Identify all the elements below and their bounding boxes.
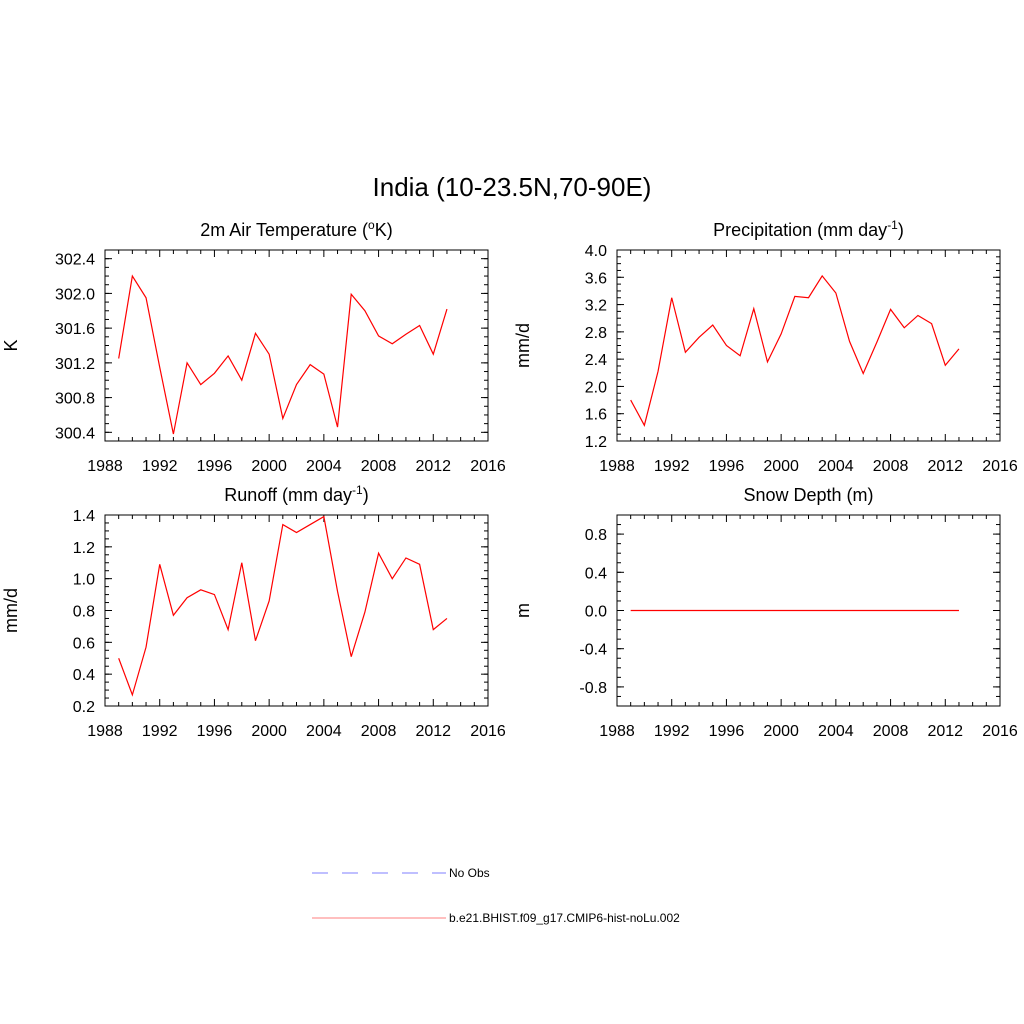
panel-title: Snow Depth (m) [743, 485, 873, 505]
y-tick-label: 302.0 [55, 286, 95, 303]
x-tick-label: 2016 [470, 458, 506, 475]
x-tick-label: 2008 [361, 723, 397, 740]
y-tick-label: 300.8 [55, 391, 95, 408]
x-tick-label: 2012 [415, 458, 451, 475]
y-tick-label: 2.8 [585, 325, 607, 342]
x-tick-label: 2004 [818, 723, 854, 740]
plot-frame [104, 249, 489, 442]
y-tick-label: 302.4 [55, 252, 95, 269]
y-tick-label: 0.8 [585, 527, 607, 544]
snow-depth-panel: Snow Depth (m) m 1988 1992 1996 2000 2004 2008 2… [513, 485, 1018, 740]
x-tick-label: 1992 [654, 458, 690, 475]
series-line [118, 274, 448, 435]
series-line [630, 274, 960, 427]
y-tick-label: 1.2 [585, 434, 607, 451]
y-tick-label: 1.0 [73, 572, 95, 589]
plot-frame [104, 514, 489, 707]
legend: No Obs b.e21.BHIST.f09_g17.CMIP6-hist-no… [312, 866, 680, 925]
x-tick-label: 2004 [818, 458, 854, 475]
y-tick-label: 2.0 [585, 379, 607, 396]
x-tick-label: 2008 [873, 723, 909, 740]
x-tick-label: 2012 [415, 723, 451, 740]
y-tick-label: 3.6 [585, 270, 607, 287]
y-tick-label: -0.4 [579, 642, 607, 659]
y-tick-label: 4.0 [585, 243, 607, 260]
y-tick-label: 1.4 [73, 508, 95, 525]
y-tick-label: 1.2 [73, 540, 95, 557]
x-tick-label: 2000 [251, 723, 287, 740]
x-tick-label: 1996 [709, 723, 745, 740]
panel-title: Runoff (mm day-1) [224, 483, 368, 505]
x-tick-label: 2000 [763, 723, 799, 740]
y-tick-label: 301.6 [55, 321, 95, 338]
runoff-panel: Runoff (mm day-1) mm/d 1988 1992 1996 2000 200… [1, 483, 506, 740]
x-tick-label: 2004 [306, 458, 342, 475]
y-tick-label: 0.0 [585, 604, 607, 621]
y-tick-label: 301.2 [55, 356, 95, 373]
x-tick-label: 1996 [197, 723, 233, 740]
y-axis-label: mm/d [1, 588, 21, 633]
x-tick-label: 2004 [306, 723, 342, 740]
legend-obs-label: No Obs [449, 866, 490, 880]
x-tick-label: 1988 [599, 458, 635, 475]
x-tick-label: 2012 [927, 723, 963, 740]
x-tick-label: 2000 [763, 458, 799, 475]
x-tick-label: 2016 [982, 458, 1018, 475]
x-tick-label: 1988 [87, 458, 123, 475]
x-tick-label: 1992 [142, 458, 178, 475]
x-tick-label: 2008 [873, 458, 909, 475]
y-axis-label: m [513, 603, 533, 618]
legend-model-label: b.e21.BHIST.f09_g17.CMIP6-hist-noLu.002 [449, 911, 680, 925]
x-tick-label: 1988 [599, 723, 635, 740]
panel-title: 2m Air Temperature (oK) [200, 218, 392, 240]
y-tick-label: 0.6 [73, 635, 95, 652]
x-tick-label: 2000 [251, 458, 287, 475]
x-tick-label: 2016 [470, 723, 506, 740]
x-tick-label: 2016 [982, 723, 1018, 740]
y-axis-label: mm/d [513, 323, 533, 368]
y-axis-label: K [1, 339, 21, 351]
precipitation-panel: Precipitation (mm day-1) mm/d 1988 1992 1996… [513, 218, 1018, 475]
y-tick-label: 2.4 [585, 352, 607, 369]
y-tick-label: 0.2 [73, 699, 95, 716]
y-tick-label: 0.4 [585, 565, 607, 582]
y-tick-label: 1.6 [585, 407, 607, 424]
y-tick-label: 0.4 [73, 667, 95, 684]
series-line [118, 515, 448, 697]
x-tick-label: 1996 [197, 458, 233, 475]
y-tick-label: 3.2 [585, 298, 607, 315]
x-tick-label: 1996 [709, 458, 745, 475]
y-tick-label: -0.8 [579, 680, 607, 697]
x-tick-label: 1988 [87, 723, 123, 740]
temperature-panel: 2m Air Temperature (oK) K 1988 1992 1996 2000… [1, 218, 506, 475]
x-tick-label: 2008 [361, 458, 397, 475]
main-title: India (10-23.5N,70-90E) [373, 172, 652, 202]
y-tick-label: 300.4 [55, 425, 95, 442]
x-tick-label: 1992 [654, 723, 690, 740]
x-tick-label: 1992 [142, 723, 178, 740]
y-tick-label: 0.8 [73, 604, 95, 621]
plot-frame [616, 249, 1001, 442]
panel-title: Precipitation (mm day-1) [713, 218, 904, 240]
x-tick-label: 2012 [927, 458, 963, 475]
